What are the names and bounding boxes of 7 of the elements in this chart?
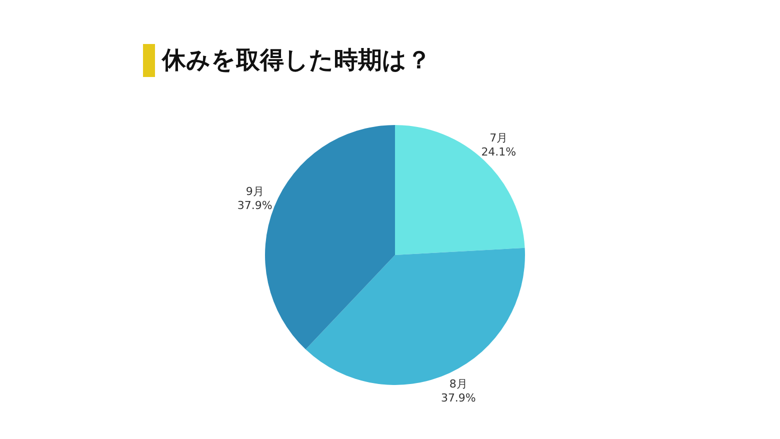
data-label: 37.9% (237, 199, 272, 212)
data-label: 24.1% (481, 145, 516, 158)
slice-label: 9月 (246, 185, 264, 198)
slice-label: 8月 (449, 378, 468, 391)
chart-title: 休みを取得した時期は？ (162, 45, 431, 76)
data-label: 37.9% (440, 392, 476, 405)
slice-label: 7月 (490, 131, 508, 144)
